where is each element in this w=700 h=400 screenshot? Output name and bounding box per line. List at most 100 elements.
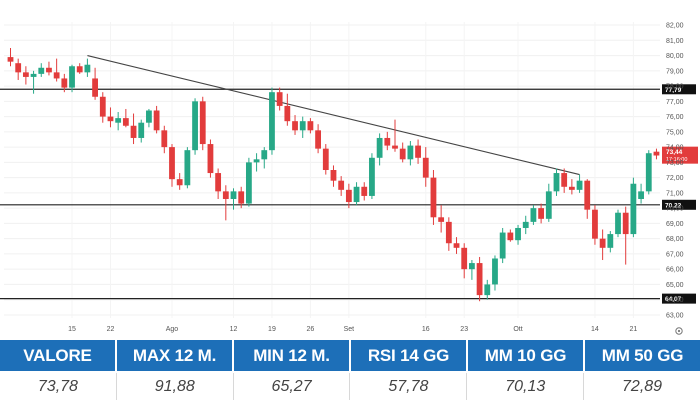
candle <box>422 147 429 187</box>
candle <box>292 115 298 135</box>
candle <box>445 217 452 251</box>
candle-body <box>330 170 337 181</box>
candle <box>538 203 545 224</box>
candle <box>222 185 229 221</box>
candle-body <box>522 221 529 228</box>
candle-body <box>107 116 114 122</box>
candle <box>261 147 268 169</box>
candle-body <box>461 247 468 270</box>
candle <box>15 58 22 80</box>
candle-body <box>576 180 583 190</box>
y-tick-label: 67,00 <box>666 251 684 258</box>
stat-header-mm-50gg: MM 50 GG <box>585 340 700 371</box>
candle <box>484 279 491 300</box>
candle <box>176 173 183 190</box>
stat-header-min-12m: MIN 12 M. <box>234 340 349 371</box>
candle-body <box>99 96 106 117</box>
current-price-time: 17:16:00 <box>666 157 687 163</box>
candle <box>461 243 468 279</box>
candle <box>499 227 506 264</box>
candle-body <box>307 121 314 131</box>
stat-value-mm-10gg: 70,13 <box>466 373 583 400</box>
candle-body <box>146 110 152 123</box>
candle-body <box>538 208 545 219</box>
x-tick-label: 15 <box>68 326 76 333</box>
x-tick-label: 14 <box>591 326 599 333</box>
candle-body <box>153 110 160 131</box>
y-tick-label: 68,00 <box>666 236 684 243</box>
candle-body <box>69 66 75 88</box>
y-tick-label: 75,00 <box>666 129 684 136</box>
candle-body <box>276 92 283 106</box>
y-tick-label: 65,00 <box>666 282 684 289</box>
candle-body <box>438 217 445 222</box>
stat-value-rsi-14gg: 57,78 <box>349 373 466 400</box>
candle-body <box>207 144 214 174</box>
candle <box>353 182 360 206</box>
candle-body <box>345 189 352 203</box>
candle-body <box>476 263 483 296</box>
candle <box>46 61 52 76</box>
candle <box>76 63 83 74</box>
candle <box>253 153 260 172</box>
stats-value-row: 73,78 91,88 65,27 57,78 70,13 72,89 <box>0 373 700 400</box>
candle <box>399 142 406 163</box>
y-tick-label: 77,00 <box>666 99 684 106</box>
candle-body <box>238 191 245 204</box>
settings-gear-icon[interactable] <box>675 327 683 335</box>
candle-body <box>22 72 29 77</box>
candle <box>553 168 560 196</box>
candle <box>7 47 14 67</box>
candle <box>599 229 606 261</box>
candle <box>92 67 98 100</box>
candle <box>653 148 660 160</box>
candle-body <box>430 177 437 218</box>
candle-body <box>484 284 491 296</box>
candle <box>384 131 391 151</box>
candle-body <box>84 64 91 73</box>
candle <box>345 183 352 209</box>
x-tick-label: 12 <box>230 326 238 333</box>
candle <box>192 98 198 155</box>
candle <box>522 215 529 235</box>
candle <box>169 144 175 187</box>
y-tick-label: 76,00 <box>666 114 684 121</box>
candle-body <box>407 145 414 160</box>
candle-body <box>315 130 321 149</box>
candle <box>230 188 237 210</box>
x-tick-label: Set <box>344 326 355 333</box>
candle <box>99 92 106 123</box>
current-price-label: 73,44 <box>666 149 683 156</box>
candle-body <box>561 173 568 187</box>
stat-value-valore: 73,78 <box>37 377 78 395</box>
x-tick-label: 26 <box>307 326 315 333</box>
y-tick-label: 69,00 <box>666 221 684 228</box>
candle <box>392 119 398 152</box>
stat-header-max-12m: MAX 12 M. <box>117 340 232 371</box>
stat-header-mm-10gg: MM 10 GG <box>468 340 583 371</box>
candle-body <box>392 145 398 149</box>
candle <box>315 124 321 154</box>
candle <box>299 116 306 138</box>
current-price-tag <box>662 146 698 164</box>
candle <box>276 87 283 111</box>
candle <box>376 133 383 166</box>
candle <box>430 170 437 225</box>
candle-body <box>122 118 129 126</box>
candle-body <box>422 157 429 178</box>
candle-body <box>130 125 137 138</box>
candle <box>615 209 621 238</box>
candle-body <box>245 162 252 204</box>
trend-line <box>87 55 580 176</box>
candle <box>30 70 37 94</box>
candle <box>545 183 552 222</box>
candle-body <box>369 157 375 196</box>
candle <box>338 176 345 196</box>
candle-body <box>7 57 14 62</box>
candle <box>61 73 68 93</box>
trendline <box>87 55 580 176</box>
candle-body <box>568 186 575 190</box>
candle <box>69 64 75 93</box>
